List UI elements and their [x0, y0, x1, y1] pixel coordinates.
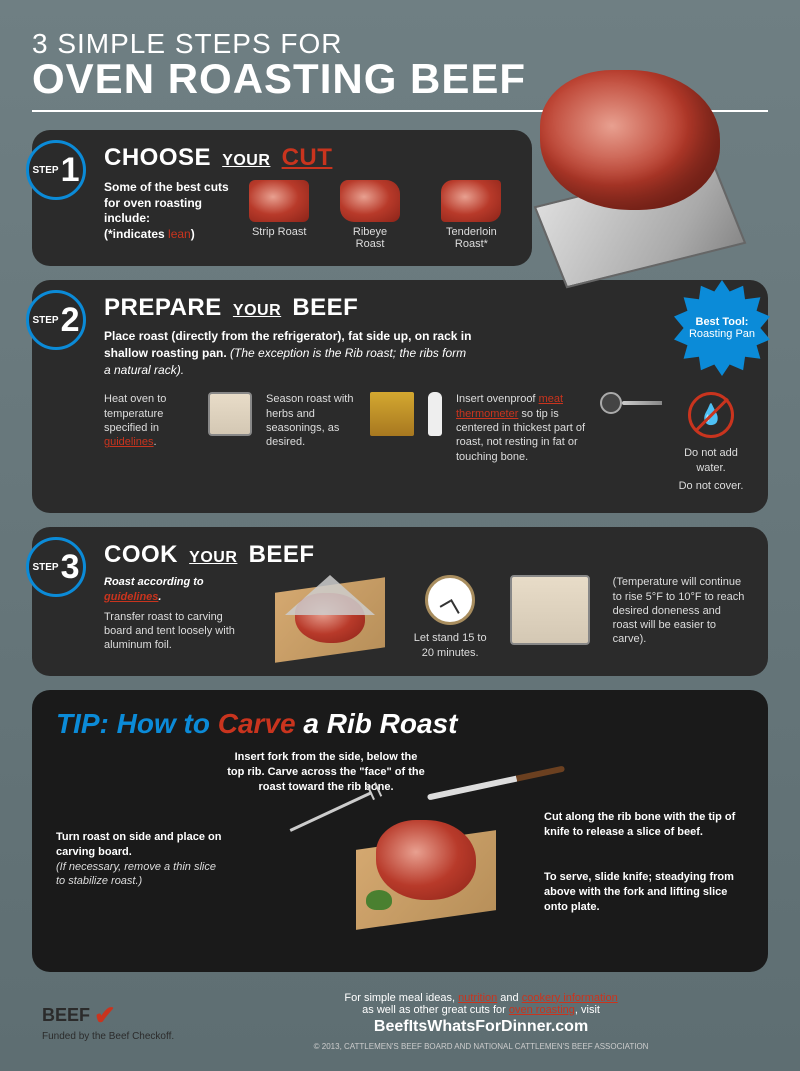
thermometer-text: Insert ovenproof meat thermometer so tip…: [456, 392, 586, 463]
step-1-badge: STEP 1: [26, 140, 86, 200]
roast-hero-illustration: [520, 70, 760, 270]
checkmark-icon: ✔: [94, 1000, 116, 1031]
oven-icon-large: [510, 575, 597, 645]
cut-ribeye: Ribeye Roast: [339, 180, 401, 250]
step-3-roast-text: Roast according to guidelines. Transfer …: [104, 575, 249, 652]
funded-text: Funded by the Beef Checkoff.: [42, 1031, 174, 1042]
copyright: © 2013, CATTLEMEN'S BEEF BOARD AND NATIO…: [204, 1042, 758, 1051]
tenderloin-roast-icon: [441, 180, 501, 222]
best-tool-badge: Best Tool: Roasting Pan: [674, 280, 770, 376]
clock-icon: [425, 575, 475, 625]
season-text: Season roast with herbs and seasonings, …: [266, 392, 356, 449]
step-3-title: COOK YOUR BEEF: [104, 541, 748, 569]
ribeye-roast-icon: [340, 180, 400, 222]
thermometer-icon: [600, 392, 662, 414]
cuts-list: Strip Roast Ribeye Roast Tenderloin Roas…: [249, 180, 512, 250]
tip-body: Insert fork from the side, below the top…: [56, 750, 744, 950]
footer-right: For simple meal ideas, nutrition and coo…: [204, 992, 758, 1051]
tip-panel: TIP: How to Carve a Rib Roast Insert for…: [32, 690, 768, 972]
fork-icon: [290, 791, 373, 832]
tip-text-4: To serve, slide knife; steadying from ab…: [544, 870, 744, 915]
strip-roast-icon: [249, 180, 309, 222]
tip-text-2: Turn roast on side and place on carving …: [56, 830, 226, 889]
tip-title: TIP: How to Carve a Rib Roast: [56, 708, 744, 740]
tip-text-3: Cut along the rib bone with the tip of k…: [544, 810, 744, 840]
brand-block: BEEF ✔ Funded by the Beef Checkoff.: [42, 1000, 174, 1042]
spice-icon: [370, 392, 414, 436]
carve-illustration: [326, 750, 516, 940]
step-2-title: PREPARE YOUR BEEF: [104, 294, 748, 322]
oven-icon: [208, 392, 252, 436]
best-tool-label: Best Tool:: [689, 316, 755, 328]
beef-logo: BEEF ✔: [42, 1000, 174, 1031]
heat-text: Heat oven to temperature specified in gu…: [104, 392, 194, 449]
knife-icon: [427, 765, 565, 800]
step-1-panel: STEP 1 CHOOSE YOUR CUT Some of the best …: [32, 130, 532, 266]
step-3-panel: STEP 3 COOK YOUR BEEF Roast according to…: [32, 527, 768, 676]
step-3-badge: STEP 3: [26, 537, 86, 597]
temp-note: (Temperature will continue to rise 5°F t…: [613, 575, 748, 646]
step-2-badge: STEP 2: [26, 290, 86, 350]
no-water-icon: 💧: [688, 392, 734, 438]
step-2-items: Heat oven to temperature specified in gu…: [104, 392, 748, 493]
clock-column: Let stand 15 to 20 minutes.: [407, 575, 494, 660]
best-tool-value: Roasting Pan: [689, 328, 755, 340]
infographic-page: 3 SIMPLE STEPS FOR OVEN ROASTING BEEF Be…: [0, 0, 800, 1071]
no-water-text: 💧 Do not add water. Do not cover.: [676, 392, 746, 493]
page-footer: BEEF ✔ Funded by the Beef Checkoff. For …: [32, 992, 768, 1051]
step-2-intro: Place roast (directly from the refrigera…: [104, 328, 474, 378]
step-1-intro: Some of the best cuts for oven roasting …: [104, 180, 229, 250]
shaker-icon: [428, 392, 442, 436]
garnish-icon: [366, 890, 392, 910]
step-2-panel: STEP 2 PREPARE YOUR BEEF Place roast (di…: [32, 280, 768, 513]
footer-url: BeefItsWhatsForDinner.com: [204, 1018, 758, 1036]
tent-illustration: [265, 575, 391, 655]
cut-tenderloin: Tenderloin Roast*: [431, 180, 512, 250]
cut-strip: Strip Roast: [249, 180, 309, 250]
step-1-title: CHOOSE YOUR CUT: [104, 144, 512, 172]
